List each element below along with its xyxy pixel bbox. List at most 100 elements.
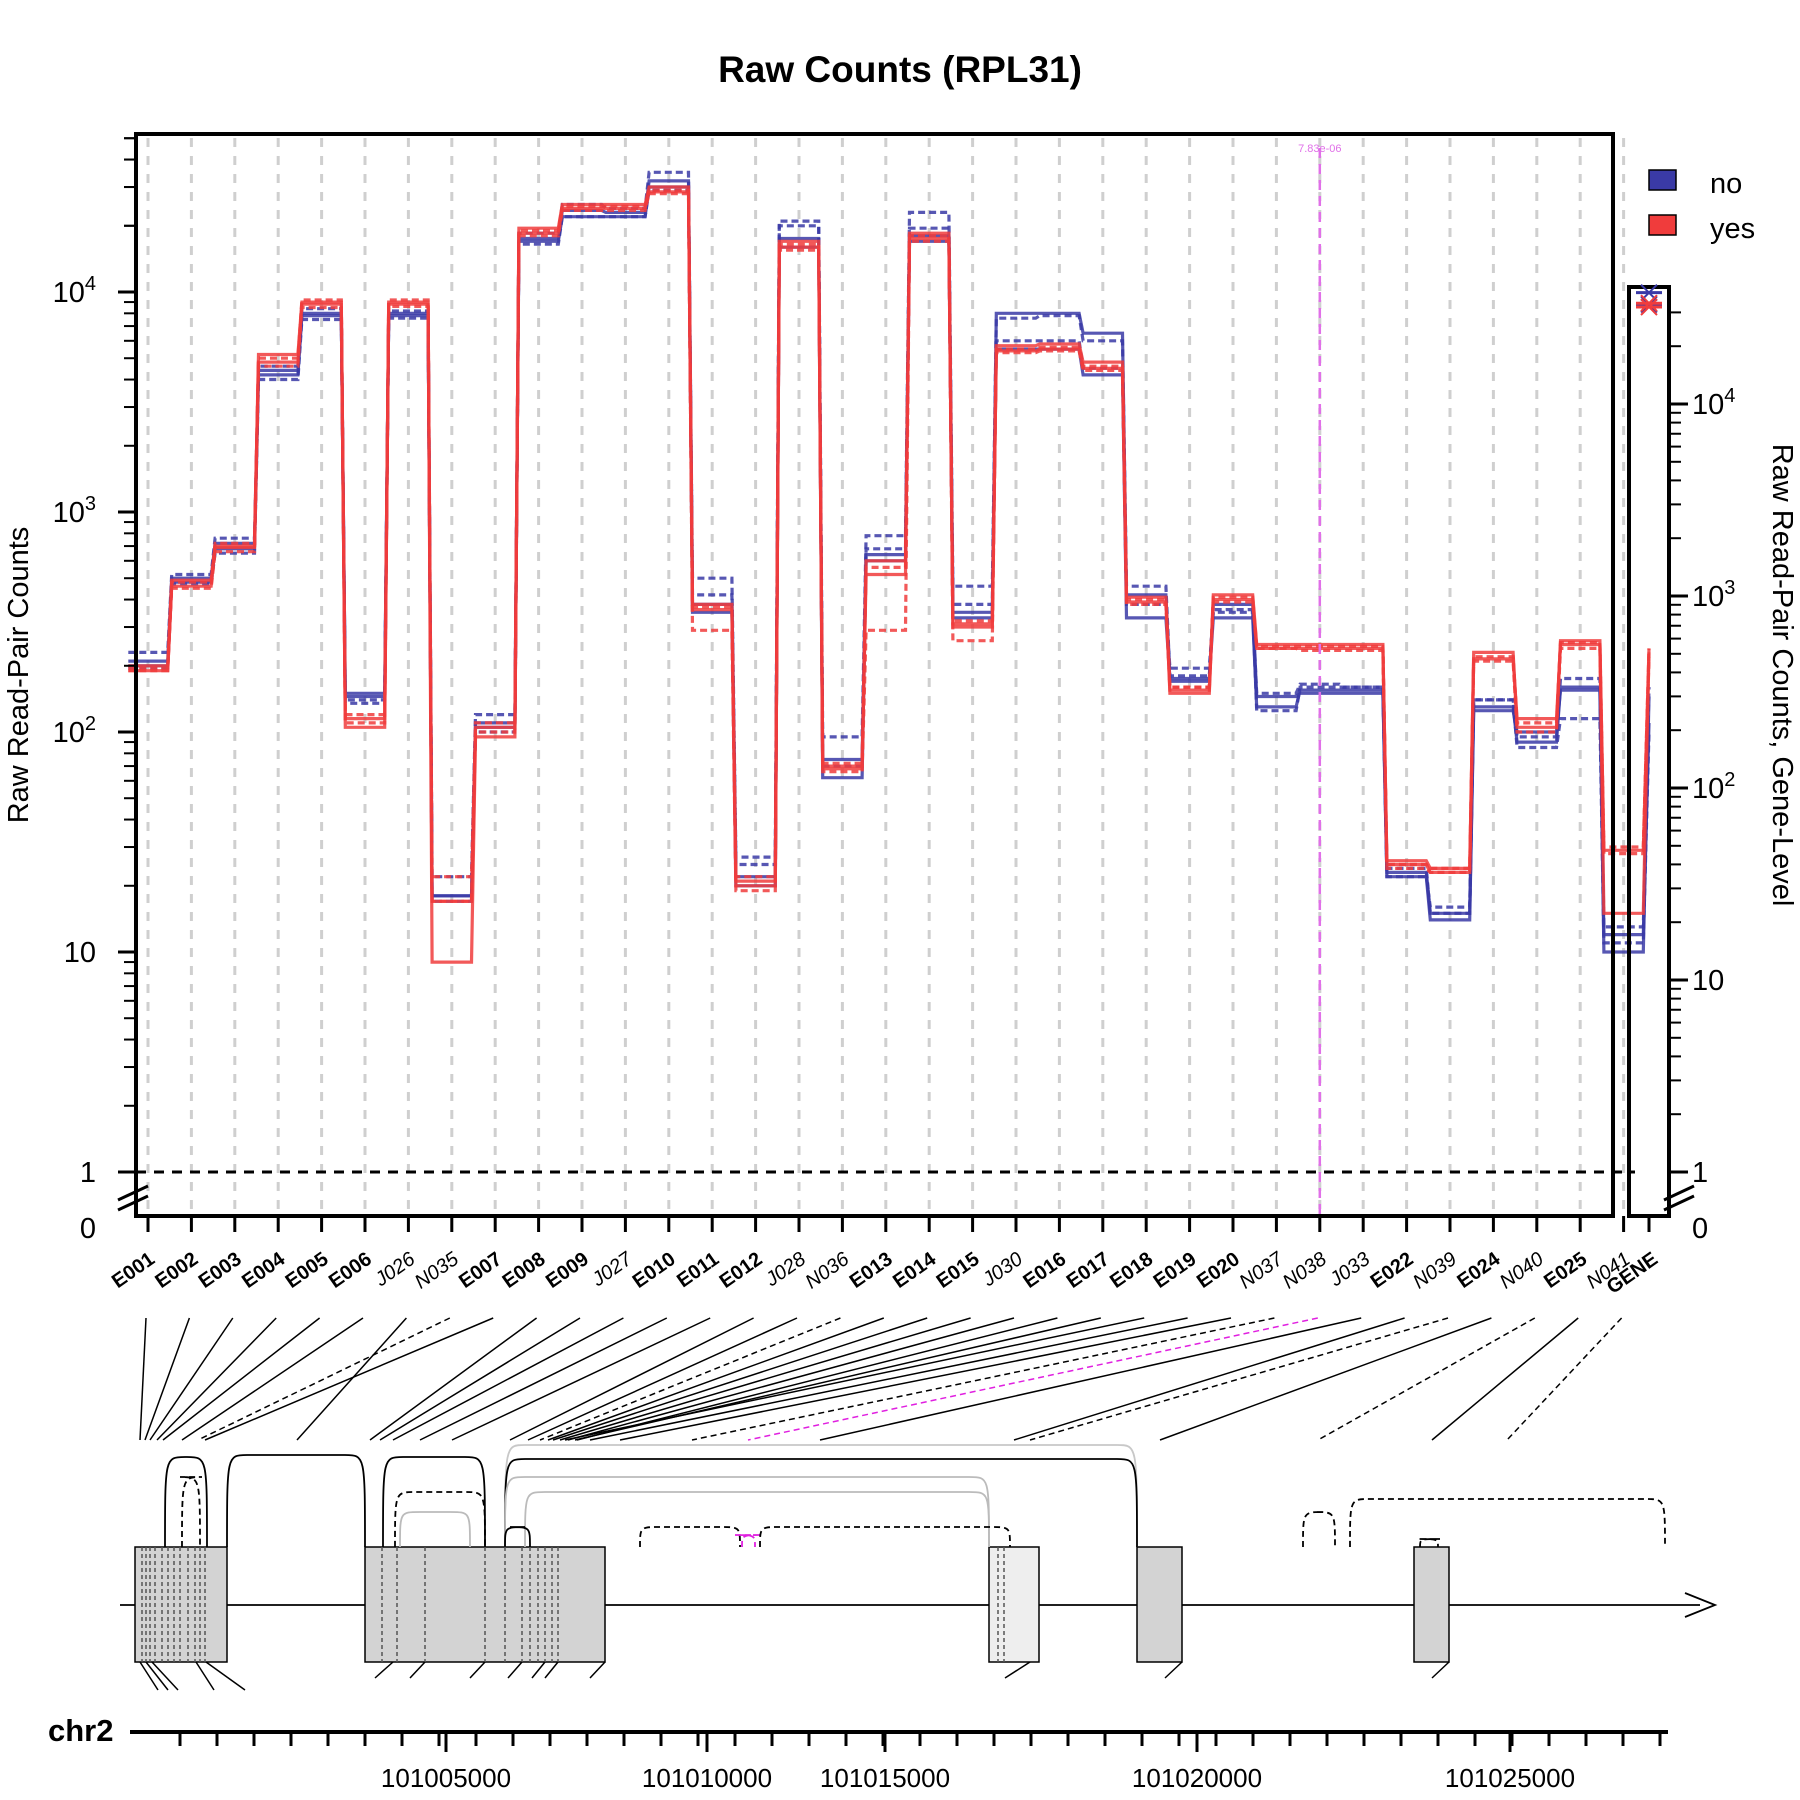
splice-arc xyxy=(179,1476,203,1548)
feature-label-e014: E014 xyxy=(889,1248,941,1293)
feature-label-e001: E001 xyxy=(108,1248,159,1293)
axis-break xyxy=(117,1184,149,1212)
legend: no yes xyxy=(1648,168,1755,245)
splice-arc xyxy=(734,1534,763,1548)
splice-arcs xyxy=(139,1444,1666,1691)
feature-label-e015: E015 xyxy=(933,1248,984,1293)
connector-n041 xyxy=(1506,1317,1623,1441)
exon-foot xyxy=(195,1661,215,1691)
feature-label-e013: E013 xyxy=(846,1248,897,1293)
splice-arc xyxy=(1302,1511,1336,1548)
connector-j027 xyxy=(392,1317,624,1441)
legend-label-yes: yes xyxy=(1710,213,1755,245)
coordinate-ticks: 101005000 101010000 101015000 101020000 1010… xyxy=(178,1732,1662,1793)
feature-connectors xyxy=(139,1317,1623,1441)
splice-arc xyxy=(1349,1498,1666,1548)
exon-foot xyxy=(544,1661,559,1679)
feature-label-e024: E024 xyxy=(1453,1248,1505,1293)
y-axis-label-right: Raw Read-Pair Counts, Gene-Level xyxy=(1766,444,1798,907)
exon-foot xyxy=(1004,1661,1031,1679)
splice-arc xyxy=(504,1444,1138,1548)
legend-label-no: no xyxy=(1710,168,1742,200)
y-tick-label: 0 xyxy=(80,1213,96,1245)
coord-label: 101010000 xyxy=(642,1763,772,1793)
main-plot-frame xyxy=(134,132,1615,1218)
feature-label-e020: E020 xyxy=(1193,1248,1244,1293)
feature-label-e025: E025 xyxy=(1540,1248,1591,1293)
exon-block-3 xyxy=(988,1546,1040,1663)
splice-arc xyxy=(759,1526,1011,1548)
exon-foot xyxy=(469,1661,486,1679)
exon-foot xyxy=(409,1661,426,1679)
splice-arc xyxy=(1417,1538,1441,1548)
series-no-line-2 xyxy=(128,170,1651,929)
gene-level-point-yes xyxy=(1640,294,1658,312)
connector-e025 xyxy=(1431,1317,1579,1441)
connector-e022 xyxy=(1013,1317,1405,1441)
feature-label-n038: N038 xyxy=(1279,1248,1331,1293)
connector-e006 xyxy=(181,1317,364,1441)
connector-j026 xyxy=(296,1317,407,1441)
exon-foot xyxy=(139,1661,159,1691)
splice-arc xyxy=(504,1458,1138,1548)
series-yes-line-3 xyxy=(128,190,1651,915)
y-axis-label: Raw Read-Pair Counts xyxy=(3,527,35,824)
exon-foot xyxy=(374,1661,394,1679)
splice-arc xyxy=(164,1456,208,1548)
chromosome-label: chr2 xyxy=(48,1713,113,1748)
connector-e011 xyxy=(451,1317,711,1441)
coord-label: 101015000 xyxy=(820,1763,950,1793)
feature-label-e009: E009 xyxy=(542,1248,593,1293)
splice-arc xyxy=(504,1526,531,1548)
connector-e016 xyxy=(576,1317,1058,1441)
connector-e007 xyxy=(204,1317,494,1441)
series-yes-line-1 xyxy=(128,185,1651,964)
exon-foot xyxy=(531,1661,546,1679)
count-lines xyxy=(128,170,1651,964)
feature-label-e011: E011 xyxy=(673,1248,723,1292)
y-right-tick-label: 104 xyxy=(1692,385,1735,421)
connector-e018 xyxy=(564,1317,1145,1441)
feature-label-n036: N036 xyxy=(801,1248,854,1294)
y-right-tick-label: 103 xyxy=(1692,577,1735,613)
coord-label: 101025000 xyxy=(1445,1763,1575,1793)
splice-arc xyxy=(524,1491,990,1548)
y-right-tick-label: 102 xyxy=(1692,769,1735,805)
highlight-marker: 7.83e-06 xyxy=(1298,143,1342,1216)
feature-label-e022: E022 xyxy=(1367,1248,1418,1293)
y-tick-label: 10 xyxy=(64,937,96,969)
strand-arrow xyxy=(1684,1592,1718,1618)
series-yes-line-2 xyxy=(128,188,1651,879)
connector-n036 xyxy=(539,1317,841,1441)
splice-arc xyxy=(394,1491,486,1548)
splice-arc xyxy=(504,1476,990,1548)
feature-label-e005: E005 xyxy=(282,1248,333,1293)
chart-title: Raw Counts (RPL31) xyxy=(718,49,1082,90)
connector-e020 xyxy=(619,1317,1232,1441)
gene-level-marks xyxy=(1636,283,1662,316)
connector-n038 xyxy=(747,1317,1318,1441)
feature-label-e018: E018 xyxy=(1106,1248,1157,1293)
y-tick-label: 102 xyxy=(53,713,96,749)
exon-foot xyxy=(1431,1661,1450,1679)
feature-label-n039: N039 xyxy=(1409,1248,1461,1293)
feature-axis: E001E002E003E004E005E006J026N035E007E008… xyxy=(108,1214,1662,1299)
connector-e001 xyxy=(139,1317,147,1441)
vertical-gridlines xyxy=(146,138,1626,1212)
connector-n040 xyxy=(1317,1317,1536,1441)
exon-foot xyxy=(1164,1661,1183,1679)
exon-foot xyxy=(205,1661,246,1691)
y-axis-right: 0 1 10 102 103 104 xyxy=(1663,287,1735,1245)
connector-e009 xyxy=(379,1317,581,1441)
legend-swatch-no xyxy=(1648,169,1677,191)
y-right-tick-label: 1 xyxy=(1692,1157,1708,1189)
exon-foot xyxy=(589,1661,606,1679)
feature-label-e003: E003 xyxy=(195,1248,246,1293)
connector-j030 xyxy=(567,1317,1015,1441)
exon-foot xyxy=(145,1661,169,1691)
feature-label-e004: E004 xyxy=(238,1248,290,1293)
connector-e002 xyxy=(144,1317,191,1441)
feature-label-n037: N037 xyxy=(1235,1248,1288,1294)
feature-label-e016: E016 xyxy=(1019,1248,1070,1293)
exon-block-4 xyxy=(1136,1546,1183,1663)
